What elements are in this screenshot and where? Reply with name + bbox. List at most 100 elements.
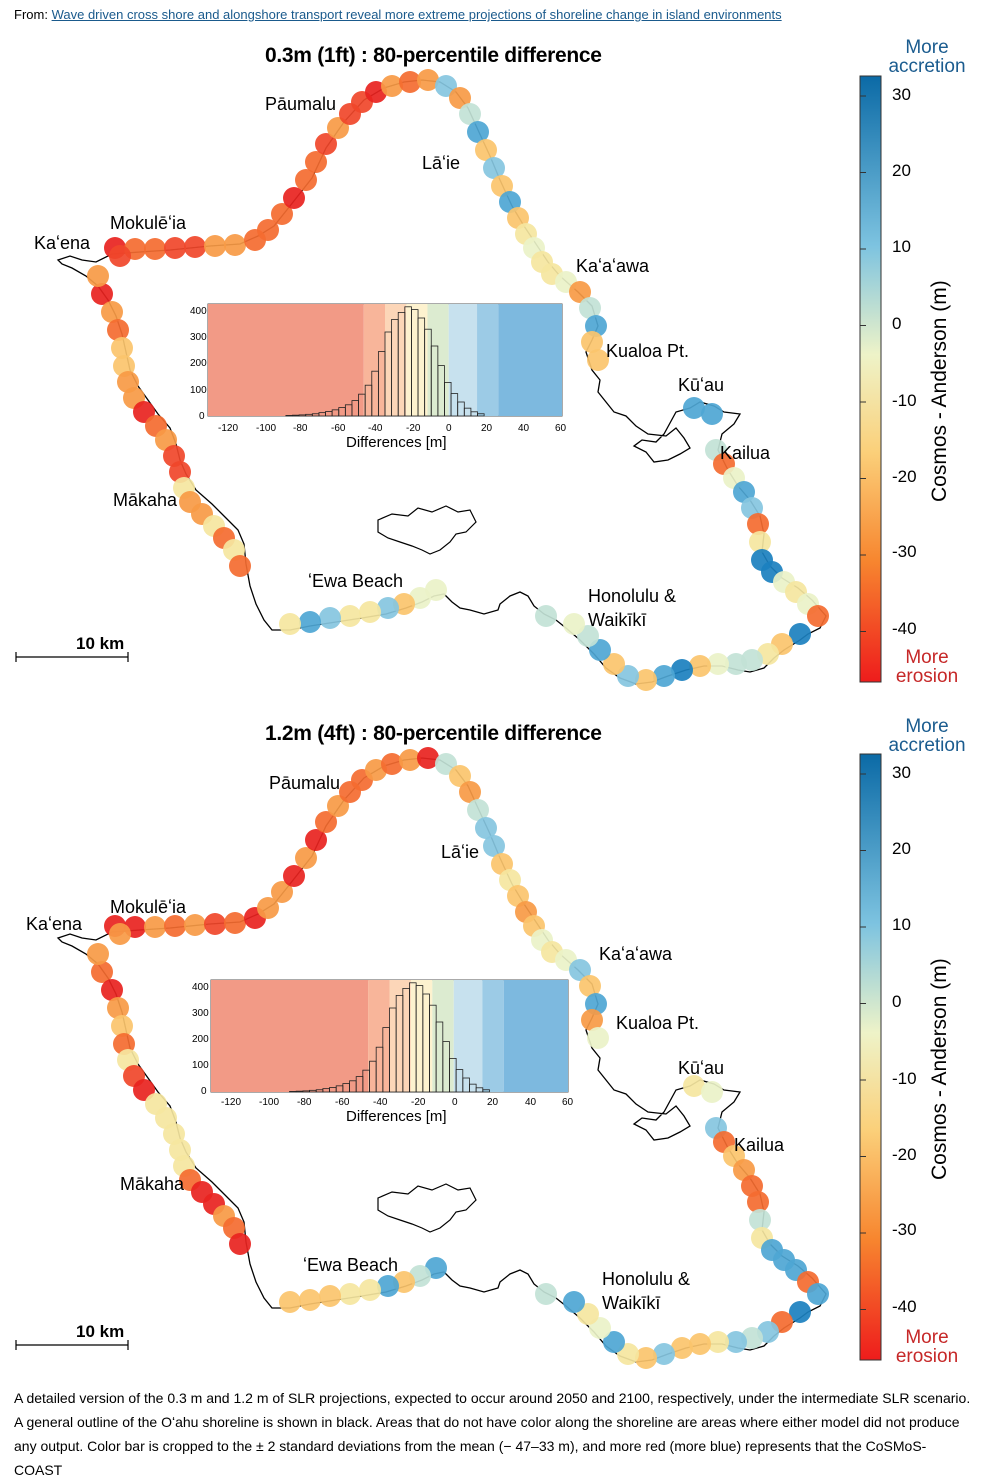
colorbar-tick-label: -40 — [892, 1297, 917, 1316]
map-graphic — [15, 747, 882, 1369]
histogram-color-band — [389, 980, 411, 1092]
shoreline-dot — [563, 613, 585, 635]
shoreline-dot — [257, 897, 279, 919]
shoreline-dot — [671, 1337, 693, 1359]
shoreline-dot — [109, 245, 131, 267]
shoreline-dot — [111, 337, 133, 359]
map-graphic — [15, 69, 882, 691]
colorbar-tick-label: -30 — [892, 1220, 917, 1239]
shoreline-dot — [417, 69, 439, 91]
hist-y-tick: 200 — [192, 1034, 209, 1045]
hist-x-tick: 40 — [518, 423, 530, 434]
shoreline-dot — [164, 915, 186, 937]
shoreline-dot — [725, 1331, 747, 1353]
colorbar-ticks — [860, 773, 866, 1310]
shoreline-dot — [305, 829, 327, 851]
colorbar-tick-label: -20 — [892, 1145, 917, 1164]
shoreline-dot — [689, 655, 711, 677]
hist-x-label: Differences [m] — [346, 1108, 447, 1125]
shoreline-dot — [449, 765, 471, 787]
colorbar-bottom-line1: More — [905, 1327, 949, 1348]
shoreline-dot — [689, 1333, 711, 1355]
shoreline-dot — [271, 881, 293, 903]
shoreline-dot — [603, 653, 625, 675]
hist-x-tick: -80 — [293, 423, 308, 434]
histogram-bar — [477, 413, 485, 417]
hist-x-tick: 60 — [562, 1097, 574, 1108]
panel-title: 0.3m (1ft) : 80-percentile difference — [265, 44, 602, 67]
histogram-color-band — [448, 304, 478, 416]
place-label-paumalu: Pāumalu — [269, 773, 341, 793]
map-panel-0.3m: 0.3m (1ft) : 80-percentile difference Pā… — [0, 30, 994, 720]
shoreline-dot — [399, 71, 421, 93]
shoreline-dot — [377, 597, 399, 619]
hist-x-tick: 60 — [555, 423, 567, 434]
shoreline-dot — [279, 1291, 301, 1313]
shoreline-dot — [399, 749, 421, 771]
shoreline-dot — [653, 1343, 675, 1365]
colorbar-tick-label: -20 — [892, 467, 917, 486]
colorbar-bottom-line1: More — [905, 647, 949, 668]
place-label-honolulu: Honolulu & — [602, 1269, 691, 1289]
shoreline-dot — [359, 1279, 381, 1301]
colorbar-axis-label: Cosmos - Anderson (m) — [928, 958, 951, 1180]
shoreline-dot — [109, 923, 131, 945]
hist-y-tick: 0 — [201, 1086, 207, 1097]
place-label-mokuleia: Mokulēʻia — [110, 897, 187, 917]
histogram-color-band — [385, 304, 407, 416]
shoreline-dot — [459, 781, 481, 803]
figure-caption: A detailed version of the 0.3 m and 1.2 … — [14, 1390, 971, 1478]
colorbar-top-label: More accretion — [880, 717, 974, 755]
colorbar — [859, 753, 882, 1361]
shoreline-dot — [224, 912, 246, 934]
hist-x-tick: -100 — [256, 423, 277, 434]
histogram-color-band — [363, 304, 385, 416]
shoreline-dot — [111, 1015, 133, 1037]
hist-y-tick: 300 — [190, 332, 207, 343]
scale-bar — [15, 1340, 129, 1350]
shoreline-dot — [339, 605, 361, 627]
shoreline-dot — [683, 397, 705, 419]
colorbar-tick-label: 0 — [892, 992, 902, 1011]
shoreline-dot — [144, 916, 166, 938]
colorbar-tick-label: 30 — [892, 85, 911, 104]
colorbar-tick-label: -10 — [892, 1069, 917, 1088]
shoreline-dot — [483, 835, 505, 857]
hist-y-tick: 400 — [190, 306, 207, 317]
colorbar-tick-label: 10 — [892, 237, 911, 256]
hist-x-tick: -60 — [335, 1097, 350, 1108]
place-label-makaha: Mākaha — [120, 1174, 185, 1194]
colorbar-tick-label: -40 — [892, 619, 917, 638]
shoreline-dot — [377, 1275, 399, 1297]
colorbar-ticks — [860, 95, 866, 632]
shoreline-dot — [635, 669, 657, 691]
shoreline-dot — [381, 753, 403, 775]
place-label-kaaawa: Kaʻaʻawa — [576, 256, 650, 276]
histogram-color-band — [208, 304, 364, 416]
colorbar — [859, 75, 882, 683]
shoreline-dot — [535, 1283, 557, 1305]
shoreline-dot — [467, 121, 489, 143]
colorbar-axis-label: Cosmos - Anderson (m) — [928, 280, 951, 502]
shoreline-dot — [587, 1027, 609, 1049]
shoreline-dot — [467, 799, 489, 821]
shoreline-dot — [319, 1285, 341, 1307]
shoreline-dot — [299, 611, 321, 633]
colorbar-tick-label: 30 — [892, 763, 911, 782]
shoreline-dot — [749, 531, 771, 553]
hist-y-tick: 100 — [192, 1060, 209, 1071]
colorbar-tick-label: -10 — [892, 391, 917, 410]
shoreline-dot — [144, 238, 166, 260]
histogram-bar — [289, 1091, 297, 1093]
histogram-color-band — [503, 980, 568, 1092]
hist-y-tick: 200 — [190, 358, 207, 369]
shoreline-dot — [204, 235, 226, 257]
hist-x-tick: 20 — [487, 1097, 499, 1108]
hist-x-tick: -120 — [221, 1097, 242, 1108]
hist-y-tick: 300 — [192, 1008, 209, 1019]
shoreline-dot — [299, 1289, 321, 1311]
source-article-link[interactable]: Wave driven cross shore and alongshore t… — [51, 7, 782, 22]
shoreline-dot — [653, 665, 675, 687]
shoreline-dot — [359, 601, 381, 623]
place-label-makaha: Mākaha — [113, 490, 178, 510]
